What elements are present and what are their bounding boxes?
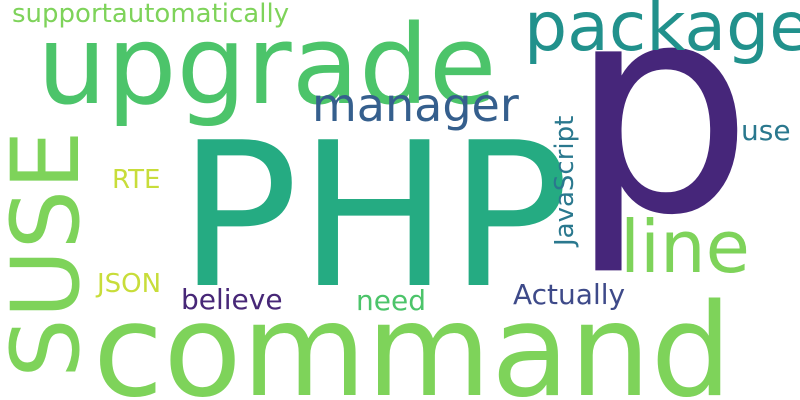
word-believe: believe	[181, 283, 283, 316]
word-json: JSON	[97, 269, 162, 299]
word-need: need	[356, 284, 426, 317]
word-javascript: JavaScript	[550, 115, 580, 246]
word-suse: SUSE	[0, 130, 101, 378]
word-actually: Actually	[513, 278, 626, 311]
word-supportautomatically: supportautomatically	[12, 0, 290, 29]
word-upgrade: upgrade	[37, 1, 497, 129]
word-use: use	[741, 114, 791, 147]
word-rte: RTE	[112, 165, 161, 195]
word-line: line	[620, 205, 750, 289]
word-php: PHP	[178, 100, 570, 333]
word-p: p	[569, 0, 754, 279]
word-manager: manager	[312, 78, 519, 132]
word-command: command	[93, 277, 732, 400]
word-package: package	[524, 0, 800, 67]
